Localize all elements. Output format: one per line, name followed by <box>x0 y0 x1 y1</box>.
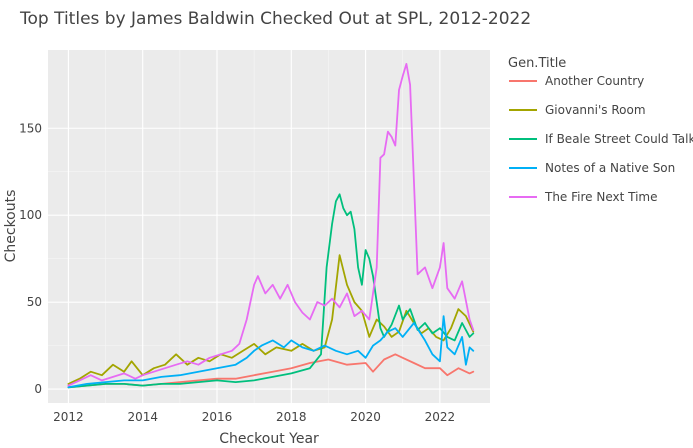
series-line-notes-of-a-native-son <box>67 315 475 389</box>
x-tick-label: 2018 <box>276 410 307 424</box>
chart-title: Top Titles by James Baldwin Checked Out … <box>19 9 531 29</box>
legend-title: Gen.Title <box>508 56 566 71</box>
y-tick-label: 150 <box>19 121 42 135</box>
x-tick-label: 2012 <box>53 410 84 424</box>
series-line-the-fire-next-time <box>67 63 475 387</box>
y-tick-label: 100 <box>19 208 42 222</box>
y-axis-title: Checkouts <box>3 190 19 263</box>
x-axis-title: Checkout Year <box>219 431 319 447</box>
x-tick-label: 2016 <box>202 410 233 424</box>
legend-label-giovanni-s-room: Giovanni's Room <box>545 103 646 117</box>
grid-lines <box>48 50 490 403</box>
x-tick-label: 2020 <box>350 410 381 424</box>
legend: Gen.Title Another Country Giovanni's Room… <box>508 56 693 204</box>
x-axis-ticks: 2012 2014 2016 2018 2020 2022 <box>53 410 455 424</box>
x-tick-label: 2014 <box>127 410 158 424</box>
plot-area <box>48 50 490 403</box>
series-lines <box>67 63 475 389</box>
legend-items: Another Country Giovanni's Room If Beale S… <box>509 74 693 204</box>
legend-label-the-fire-next-time: The Fire Next Time <box>544 190 658 204</box>
legend-label-if-beale-street-could-talk: If Beale Street Could Talk <box>545 132 693 146</box>
x-tick-label: 2022 <box>425 410 456 424</box>
legend-label-another-country: Another Country <box>545 74 644 88</box>
y-tick-label: 0 <box>34 382 42 396</box>
series-line-if-beale-street-could-talk <box>67 193 475 389</box>
y-axis-ticks: 0 50 100 150 <box>19 121 42 396</box>
y-tick-label: 50 <box>27 295 42 309</box>
legend-label-notes-of-a-native-son: Notes of a Native Son <box>545 161 675 175</box>
